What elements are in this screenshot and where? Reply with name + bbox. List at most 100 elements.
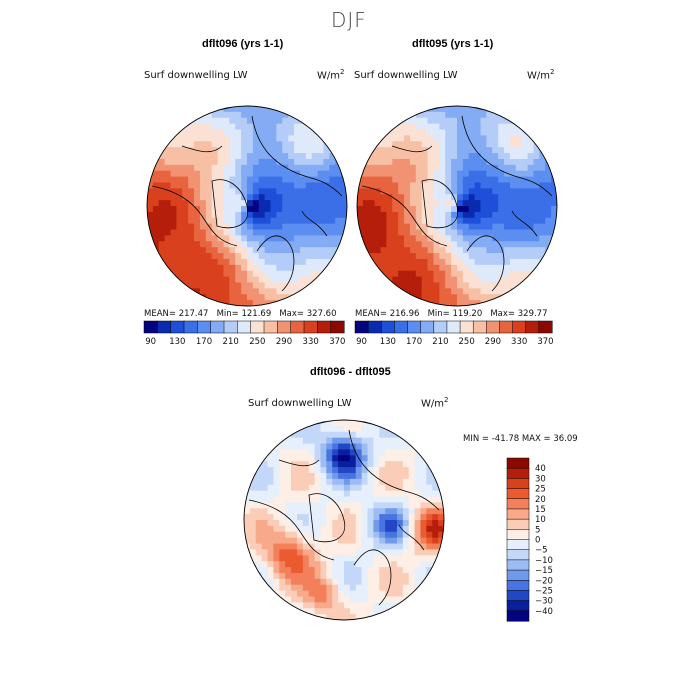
colorbar-tick-label: −15 [535,566,553,576]
map-cell [462,147,470,154]
map-cell [249,537,257,545]
map-cell [433,188,440,195]
map-cell [432,537,439,545]
map-cell [194,270,201,278]
map-cell [408,514,416,521]
map-cell [498,241,505,248]
map-cell [432,543,439,551]
map-cell [545,235,552,242]
map-cell [392,276,399,284]
map-cell [344,437,351,445]
map-cell [258,182,266,189]
map-cell [349,614,357,620]
map-cell [439,106,446,113]
map-cell [509,223,517,231]
map-cell [355,555,363,562]
map-cell [223,288,230,295]
map-cell [285,531,292,539]
map-cell [314,555,322,562]
map-cell [362,158,370,166]
map-cell [344,461,351,468]
map-cell [199,182,207,189]
map-cell [329,158,336,166]
map-cell [170,258,178,266]
map-cell [355,543,363,551]
map-cell [404,182,411,189]
map-cell [457,194,464,201]
map-cell [264,217,272,225]
map-cell [217,194,225,201]
map-cell [241,141,248,148]
map-cell [398,288,405,295]
map-cell [344,478,351,486]
map-cell [515,235,523,242]
map-cell [235,135,242,142]
map-cell [311,276,319,284]
map-cell [468,258,476,266]
map-cell [302,443,310,451]
map-cell [267,449,275,456]
map-cell [362,170,370,178]
map-cell [279,596,286,603]
map-cell [329,188,336,195]
map-cell [217,211,225,219]
map-cell [414,449,422,456]
map-cell [199,264,207,272]
map-cell [527,147,535,154]
map-cell [255,537,263,545]
map-cell [314,520,322,527]
map-cell [368,194,376,201]
map-cell [329,247,336,254]
map-cell [164,206,172,213]
map-cell [241,276,248,284]
map-cell [326,531,333,539]
map-cell [338,543,345,551]
map-cell [252,276,260,284]
map-cell [205,117,213,125]
map-cell [474,188,482,195]
map-cell [188,223,195,231]
map-cell [282,229,289,237]
map-cell [385,496,392,503]
map-cell [385,431,392,439]
map-cell [509,135,517,142]
map-cell [279,443,286,451]
map-cell [247,300,254,306]
map-cell [415,200,423,207]
map-cell [509,170,517,178]
map-cell [480,111,488,119]
map-cell [291,478,298,486]
map-field-2 [357,106,557,306]
colorbar-tick-label: 130 [380,337,396,347]
map-cell [415,176,423,184]
map-cell [539,158,546,166]
map-cell [241,223,248,231]
map-cell [320,502,327,509]
map-cell [438,508,444,515]
map-cell [445,123,452,131]
map-cell [445,247,452,254]
map-cell [235,235,242,242]
map-cell [258,188,266,195]
map-cell [338,425,345,433]
map-cell [439,294,446,301]
map-cell [326,543,333,551]
map-cell [170,200,178,207]
map-cell [249,525,257,533]
map-cell [296,443,304,451]
map-cell [457,153,464,160]
map-cell [361,590,369,598]
map-cell [344,514,351,521]
map-cell [480,288,488,295]
map-cell [235,288,242,295]
map-cell [368,253,376,260]
map-cell [480,135,488,142]
map-cell [462,235,470,242]
map-cell [457,241,464,248]
map-cell [451,211,458,219]
map-cell [332,520,339,527]
map-cell [451,206,458,213]
map-cell [164,264,172,272]
map-cell [194,147,201,154]
map-cell [408,443,416,451]
